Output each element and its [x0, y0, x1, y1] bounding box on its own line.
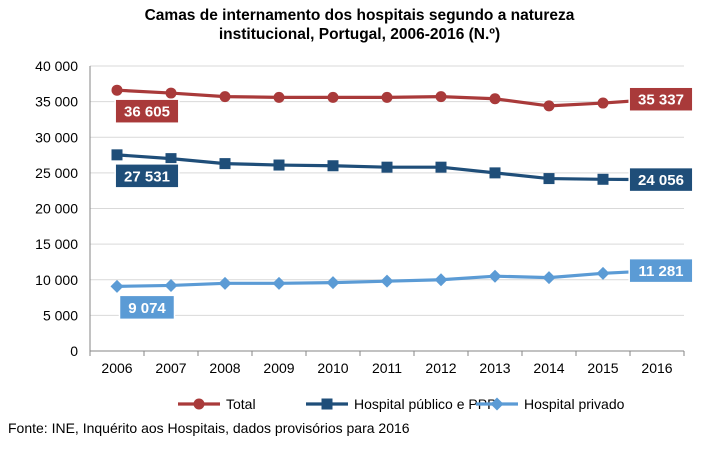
legend-label: Hospital público e PPP [354, 396, 496, 412]
x-tick-label: 2006 [101, 360, 132, 376]
data-label-box [628, 86, 694, 112]
legend-label: Hospital privado [524, 396, 625, 412]
data-point [273, 91, 285, 103]
data-labels: 36 605 35 337 27 531 24 056 9 074 11 281 [114, 86, 694, 321]
data-label: 11 281 [638, 263, 683, 280]
data-point [543, 173, 555, 185]
x-tick-label: 2016 [641, 360, 672, 376]
data-point [488, 269, 502, 283]
data-point [489, 93, 501, 105]
data-point [381, 161, 393, 173]
data-label: 35 337 [638, 92, 684, 109]
y-tick-label: 20 000 [35, 201, 78, 217]
data-point [219, 91, 231, 103]
data-label: 36 605 [124, 104, 170, 121]
legend-marker [193, 398, 205, 410]
y-tick-label: 30 000 [35, 129, 78, 145]
data-label-box [114, 163, 180, 189]
x-tick-label: 2011 [372, 360, 402, 376]
data-label-box [628, 166, 694, 193]
data-point [165, 87, 177, 99]
data-point [543, 100, 555, 112]
chart-title-line2: institucional, Portugal, 2006-2016 (N.º) [218, 26, 501, 43]
data-point [380, 274, 394, 288]
data-point [435, 161, 447, 173]
x-tick-label: 2015 [587, 360, 618, 376]
data-point [111, 84, 123, 96]
legend: Total Hospital público e PPP Hospital priv… [178, 396, 625, 412]
chart-title: Camas de internamento dos hospitais segu… [0, 6, 719, 44]
data-point [111, 149, 123, 161]
data-point [327, 91, 339, 103]
x-tick-label: 2013 [479, 360, 510, 376]
data-label-box [628, 257, 694, 284]
data-point [273, 159, 285, 171]
data-point [434, 273, 448, 287]
data-label-box [118, 294, 176, 321]
data-label: 9 074 [128, 300, 166, 317]
data-point [327, 160, 339, 172]
data-label: 27 531 [124, 168, 170, 185]
data-point [272, 276, 286, 290]
y-tick-label: 25 000 [35, 165, 78, 181]
legend-label: Total [226, 396, 256, 412]
data-point [110, 279, 124, 293]
data-point [597, 97, 609, 109]
legend-marker [321, 398, 333, 410]
data-point [596, 266, 610, 280]
y-tick-label: 5 000 [43, 307, 78, 323]
y-tick-label: 15 000 [35, 236, 78, 252]
x-tick-label: 2010 [317, 360, 348, 376]
data-point [542, 271, 556, 285]
chart-title-line1: Camas de internamento dos hospitais segu… [144, 7, 575, 24]
y-tick-label: 10 000 [35, 272, 78, 288]
y-tick-label: 0 [70, 343, 78, 359]
data-label: 24 056 [638, 172, 684, 189]
x-tick-label: 2012 [425, 360, 456, 376]
x-tick-label: 2014 [533, 360, 564, 376]
data-label-box [114, 98, 180, 124]
data-point [489, 167, 501, 179]
data-point [218, 276, 232, 290]
data-point [165, 153, 177, 165]
data-point [326, 276, 340, 290]
axes: 0 5 000 10 000 15 000 20 000 25 000 30 000 35 0… [35, 58, 685, 376]
source-note: Fonte: INE, Inquérito aos Hospitais, dad… [8, 420, 410, 436]
data-point [164, 278, 178, 292]
data-point [597, 173, 609, 185]
x-tick-label: 2008 [209, 360, 240, 376]
y-tick-label: 35 000 [35, 94, 78, 110]
legend-marker [490, 397, 504, 411]
data-point [219, 158, 231, 170]
x-tick-label: 2007 [155, 360, 186, 376]
data-point [435, 91, 447, 103]
x-tick-label: 2009 [263, 360, 294, 376]
data-point [381, 91, 393, 103]
y-tick-label: 40 000 [35, 58, 78, 74]
series [110, 84, 664, 293]
